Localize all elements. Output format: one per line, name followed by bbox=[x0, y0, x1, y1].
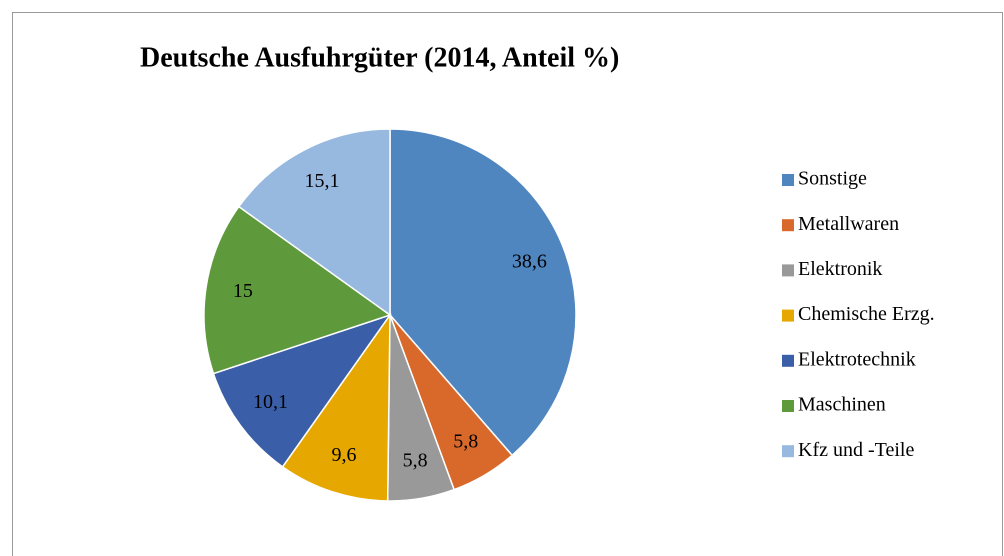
legend-swatch bbox=[782, 219, 794, 232]
legend-label: Maschinen bbox=[798, 394, 886, 416]
pie-slice bbox=[203, 205, 392, 375]
data-label: 15 bbox=[233, 280, 253, 302]
chart-title: Deutsche Ausfuhrgüter (2014, Anteil %) bbox=[140, 42, 619, 73]
data-label: 10,1 bbox=[253, 391, 288, 413]
legend-swatch bbox=[782, 354, 794, 367]
legend-swatch bbox=[782, 400, 794, 412]
legend-swatch bbox=[782, 445, 794, 458]
pie-slice bbox=[237, 128, 391, 317]
data-label: 38,6 bbox=[512, 250, 547, 272]
legend-label: Kfz und -Teile bbox=[798, 439, 914, 461]
legend-swatch bbox=[782, 309, 794, 322]
data-label: 5,8 bbox=[403, 449, 428, 471]
data-label: 9,6 bbox=[332, 444, 357, 466]
legend-label: Elektrotechnik bbox=[798, 348, 916, 370]
pie-slice bbox=[212, 313, 392, 468]
legend-label: Metallwaren bbox=[798, 213, 899, 235]
legend-label: Elektronik bbox=[798, 258, 882, 280]
legend-label: Chemische Erzg. bbox=[798, 303, 935, 325]
pie-slice bbox=[389, 128, 577, 457]
data-label: 5,8 bbox=[453, 431, 478, 453]
legend-label: Sonstige bbox=[798, 168, 867, 190]
pie-slice bbox=[281, 312, 391, 502]
legend-swatch bbox=[782, 264, 794, 277]
legend-swatch bbox=[782, 174, 794, 186]
data-label: 15,1 bbox=[305, 170, 340, 192]
